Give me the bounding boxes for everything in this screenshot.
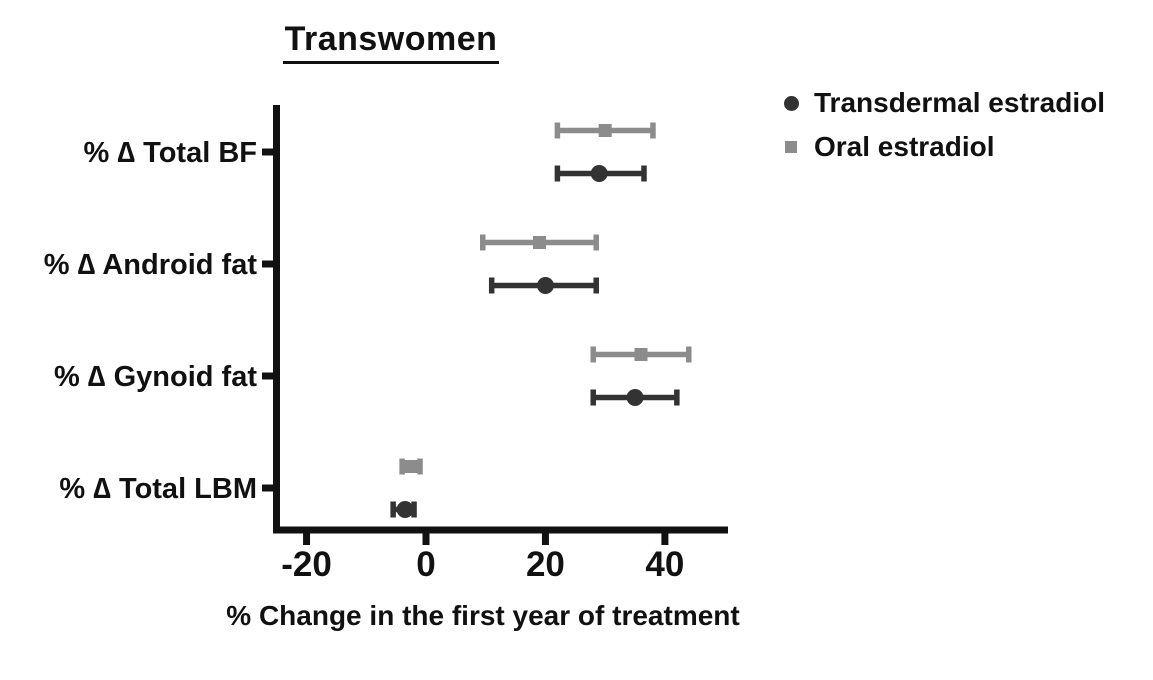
legend: Transdermal estradiol Oral estradiol	[768, 86, 1105, 174]
square-marker-icon	[768, 141, 814, 153]
legend-label-transdermal: Transdermal estradiol	[814, 87, 1106, 118]
legend-item-transdermal: Transdermal estradiol	[768, 86, 1105, 120]
chart-title: Transwomen	[240, 20, 542, 64]
data-point-square	[404, 460, 418, 473]
circle-marker-icon	[768, 95, 814, 111]
data-point-circle	[396, 501, 414, 518]
data-point-circle	[590, 165, 608, 182]
data-point-square	[634, 348, 648, 361]
legend-label-oral: Oral estradiol	[814, 131, 995, 162]
circle-marker-shape	[783, 95, 799, 111]
square-marker-shape	[785, 141, 797, 153]
category-label: % ∆ Gynoid fat	[54, 361, 257, 393]
chart-title-text: Transwomen	[282, 20, 500, 64]
data-point-square	[532, 236, 546, 249]
x-tick-label: 0	[416, 545, 435, 584]
data-point-circle	[536, 277, 554, 294]
category-label: % ∆ Total LBM	[59, 473, 257, 505]
x-tick-label: 40	[645, 545, 684, 584]
legend-item-oral: Oral estradiol	[768, 130, 1105, 164]
x-axis-title: % Change in the first year of treatment	[226, 600, 740, 631]
x-tick-label: 20	[526, 545, 565, 584]
category-label: % ∆ Total BF	[84, 137, 257, 169]
data-point-square	[598, 124, 612, 137]
data-point-circle	[626, 389, 644, 406]
x-tick-label: -20	[281, 545, 332, 584]
category-label: % ∆ Android fat	[44, 249, 258, 281]
